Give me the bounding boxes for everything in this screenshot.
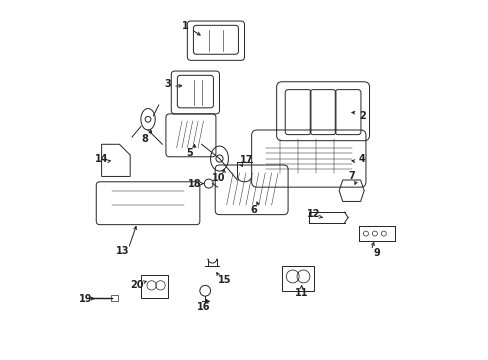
Text: 20: 20 bbox=[130, 280, 144, 291]
Text: 6: 6 bbox=[250, 205, 257, 215]
Text: 3: 3 bbox=[164, 78, 171, 89]
Text: 11: 11 bbox=[294, 288, 308, 297]
Text: 17: 17 bbox=[239, 156, 252, 165]
Text: 7: 7 bbox=[347, 171, 354, 181]
Text: 16: 16 bbox=[196, 302, 210, 312]
Text: 2: 2 bbox=[358, 111, 365, 121]
Text: 13: 13 bbox=[116, 247, 129, 256]
Text: 5: 5 bbox=[185, 148, 192, 158]
Text: 10: 10 bbox=[211, 173, 224, 183]
Bar bbox=[282, 266, 313, 291]
Text: 9: 9 bbox=[372, 248, 379, 258]
Text: 1: 1 bbox=[182, 21, 188, 31]
Text: 8: 8 bbox=[141, 134, 147, 144]
Text: 4: 4 bbox=[358, 154, 365, 163]
Text: 18: 18 bbox=[187, 179, 201, 189]
Text: 15: 15 bbox=[218, 275, 231, 285]
Text: 12: 12 bbox=[307, 209, 320, 219]
Text: 14: 14 bbox=[95, 154, 108, 163]
Bar bbox=[141, 275, 167, 298]
Text: 19: 19 bbox=[79, 294, 92, 303]
Bar bbox=[110, 295, 118, 301]
